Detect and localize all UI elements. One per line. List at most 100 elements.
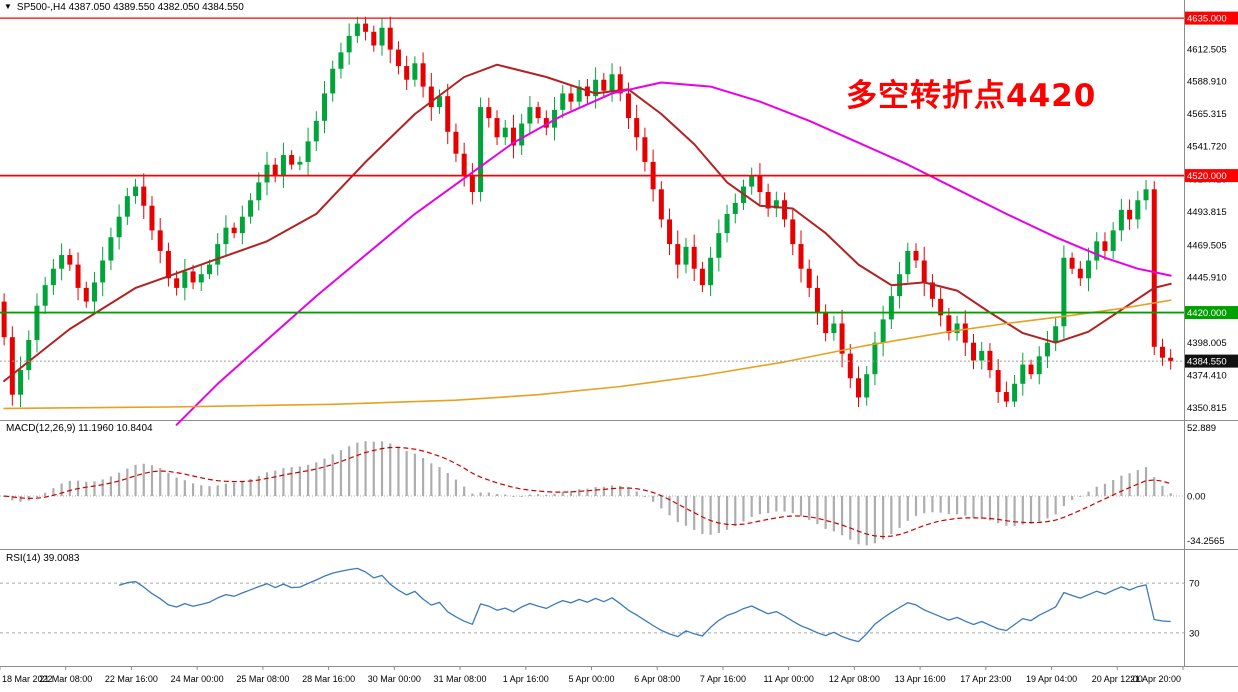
candle-body <box>453 131 459 154</box>
svg-text:6 Apr 08:00: 6 Apr 08:00 <box>634 674 680 684</box>
current-price-badge <box>1185 354 1238 368</box>
candle-body <box>157 230 163 251</box>
candle-body <box>864 374 870 398</box>
price-axis-ticks: 4612.5054588.9104565.3154541.7204517.410… <box>1187 44 1227 413</box>
macd-histogram <box>3 441 1172 546</box>
candle-body <box>617 74 623 94</box>
candle-body <box>469 175 475 193</box>
candle-body <box>831 323 837 334</box>
svg-text:12 Apr 08:00: 12 Apr 08:00 <box>829 674 880 684</box>
candle-body <box>658 189 664 220</box>
candle-body <box>913 250 919 261</box>
candle-body <box>1012 383 1018 402</box>
candle-body <box>256 182 262 201</box>
candle-body <box>1003 391 1009 402</box>
candle-body <box>987 350 993 371</box>
candle-body <box>461 153 467 176</box>
candle-body <box>683 246 689 265</box>
candle-body <box>91 282 97 302</box>
candle-body <box>1061 257 1067 327</box>
candle-body <box>1135 200 1141 220</box>
candle-body <box>667 219 673 245</box>
candle-body <box>272 164 278 176</box>
candle-body <box>1 301 7 338</box>
ma-magenta-line[interactable] <box>175 81 1172 426</box>
svg-text:5 Apr 00:00: 5 Apr 00:00 <box>568 674 614 684</box>
svg-text:7 Apr 16:00: 7 Apr 16:00 <box>700 674 746 684</box>
candle-body <box>198 274 204 283</box>
candle-body <box>59 255 65 269</box>
chart-header: ▼ SP500-,H4 4387.050 4389.550 4382.050 4… <box>0 0 244 14</box>
candle-body <box>206 264 212 275</box>
candle-body <box>18 370 24 395</box>
candle-body <box>798 244 804 269</box>
candle-body <box>420 63 426 87</box>
svg-text:4493.815: 4493.815 <box>1187 207 1227 218</box>
candle-body <box>847 353 853 379</box>
candle-body <box>280 155 286 176</box>
candle-body <box>872 342 878 375</box>
candle-body <box>354 23 360 36</box>
candle-body <box>165 250 171 279</box>
svg-text:24 Mar 00:00: 24 Mar 00:00 <box>171 674 224 684</box>
svg-text:4588.910: 4588.910 <box>1187 77 1227 88</box>
candle-body <box>404 66 410 80</box>
candle-body <box>724 213 730 234</box>
candle-body <box>839 323 845 354</box>
macd-axis-ticks: 52.889 0.00 -34.2565 <box>1187 423 1225 547</box>
svg-text:70: 70 <box>1189 579 1200 590</box>
candle-body <box>732 202 738 214</box>
svg-text:30: 30 <box>1189 628 1200 639</box>
candle-body <box>1020 364 1026 384</box>
svg-text:17 Apr 23:00: 17 Apr 23:00 <box>960 674 1011 684</box>
candle-body <box>223 227 229 245</box>
candle-body <box>888 296 894 320</box>
candle-body <box>954 323 960 334</box>
candle-body <box>946 315 952 334</box>
candle-body <box>765 192 771 209</box>
svg-text:52.889: 52.889 <box>1187 423 1216 434</box>
candle-body <box>108 237 114 261</box>
candle-body <box>116 216 122 238</box>
candle-body <box>346 35 352 53</box>
candle-body <box>141 186 147 206</box>
svg-text:22 Mar 16:00: 22 Mar 16:00 <box>105 674 158 684</box>
candle-body <box>757 175 763 193</box>
candle-body <box>330 68 336 94</box>
candle-body <box>445 96 451 132</box>
candle-body <box>749 175 755 187</box>
candle-body <box>50 268 56 286</box>
candle-body <box>494 118 500 138</box>
macd-indicator-label: MACD(12,26,9) 11.1960 10.8404 <box>6 423 153 434</box>
candle-body <box>387 27 393 50</box>
svg-text:21 Apr 20:00: 21 Apr 20:00 <box>1130 674 1181 684</box>
svg-text:4565.315: 4565.315 <box>1187 109 1227 120</box>
candle-body <box>264 164 270 183</box>
candle-body <box>921 260 927 283</box>
candle-body <box>1036 356 1042 375</box>
ma-orange-line[interactable] <box>3 299 1172 410</box>
candle-body <box>929 282 935 299</box>
candle-body <box>971 342 977 361</box>
svg-text:11 Apr 00:00: 11 Apr 00:00 <box>763 674 813 684</box>
svg-text:4420.000: 4420.000 <box>1187 308 1227 319</box>
candle-body <box>322 93 328 121</box>
svg-text:4541.720: 4541.720 <box>1187 141 1227 152</box>
symbol-dropdown-icon[interactable]: ▼ <box>4 2 12 11</box>
price-badges: 4635.000 4520.000 4420.000 4384.550 <box>1185 11 1238 368</box>
svg-text:21 Mar 08:00: 21 Mar 08:00 <box>39 674 92 684</box>
candle-body <box>962 323 968 343</box>
svg-text:30 Mar 00:00: 30 Mar 00:00 <box>368 674 421 684</box>
candle-body <box>1151 189 1157 347</box>
candle-body <box>675 244 681 265</box>
candle-body <box>609 74 615 91</box>
candle-body <box>880 319 886 343</box>
candlestick-series <box>1 16 1174 408</box>
symbol-ohlc-text: SP500-,H4 4387.050 4389.550 4382.050 438… <box>16 1 244 13</box>
ma-red-line[interactable] <box>3 63 1172 382</box>
candle-body <box>1086 260 1092 279</box>
hline-4520-badge <box>1185 169 1238 183</box>
